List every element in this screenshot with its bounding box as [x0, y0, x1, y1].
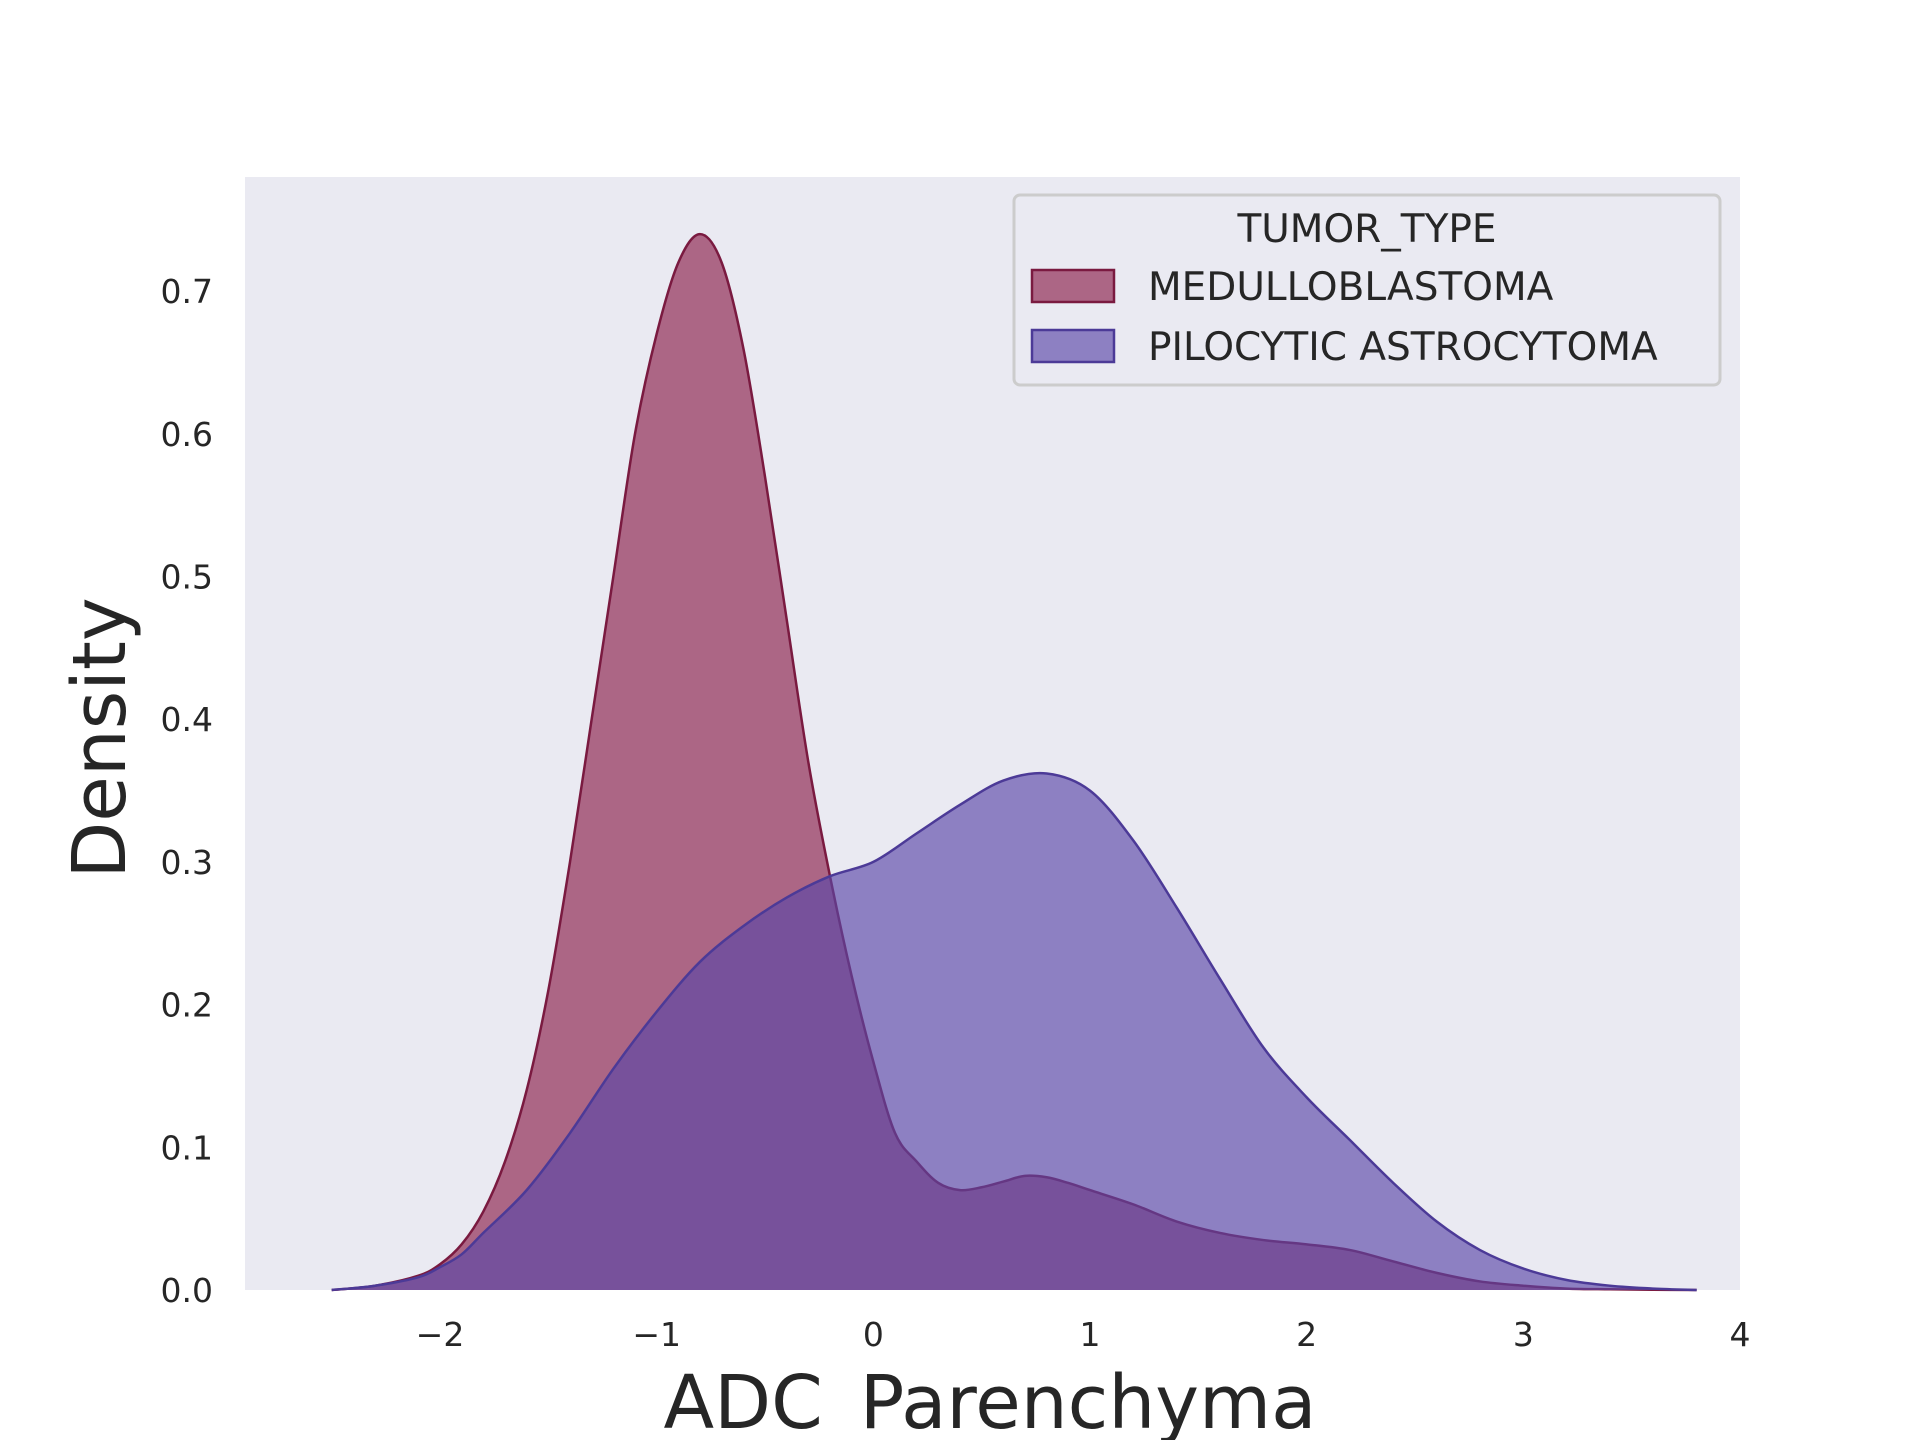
x-tick-label: 3 — [1513, 1315, 1534, 1354]
y-axis-title: Density — [57, 597, 143, 878]
legend-frame — [1012, 193, 1722, 387]
series-layer — [331, 232, 1697, 1292]
density-area-pilocytic-astrocytoma — [331, 773, 1697, 1290]
x-tick-label: −1 — [632, 1315, 681, 1354]
x-tick-label: 2 — [1296, 1315, 1317, 1354]
legend-label-pilocytic-astrocytoma: PILOCYTIC ASTROCYTOMA — [1148, 325, 1658, 370]
legend: TUMOR_TYPE MEDULLOBLASTOMA PILOCYTIC AST… — [1012, 193, 1722, 387]
y-tick-label: 0.3 — [161, 843, 213, 882]
legend-title: TUMOR_TYPE — [1236, 207, 1496, 252]
x-axis-title: ADC_Parenchyma — [664, 1360, 1317, 1440]
x-tick-label: 4 — [1730, 1315, 1751, 1354]
x-axis-ticks: −2 −1 0 1 2 3 4 — [416, 1315, 1751, 1354]
y-tick-label: 0.6 — [161, 415, 213, 454]
y-axis-ticks: 0.0 0.1 0.2 0.3 0.4 0.5 0.6 0.7 — [161, 272, 213, 1310]
y-tick-label: 0.4 — [161, 700, 213, 739]
y-tick-label: 0.5 — [161, 558, 213, 597]
x-tick-label: −2 — [416, 1315, 465, 1354]
x-tick-label: 0 — [863, 1315, 884, 1354]
y-tick-label: 0.1 — [161, 1128, 213, 1167]
legend-swatch-pilocytic-astrocytoma — [1030, 328, 1116, 364]
x-tick-label: 1 — [1080, 1315, 1101, 1354]
y-tick-label: 0.0 — [161, 1271, 213, 1310]
y-tick-label: 0.2 — [161, 986, 213, 1025]
legend-swatch-medulloblastoma — [1030, 268, 1116, 304]
density-line-pilocytic-astrocytoma — [331, 771, 1697, 1292]
y-tick-label: 0.7 — [161, 272, 213, 311]
legend-label-medulloblastoma: MEDULLOBLASTOMA — [1148, 265, 1554, 310]
